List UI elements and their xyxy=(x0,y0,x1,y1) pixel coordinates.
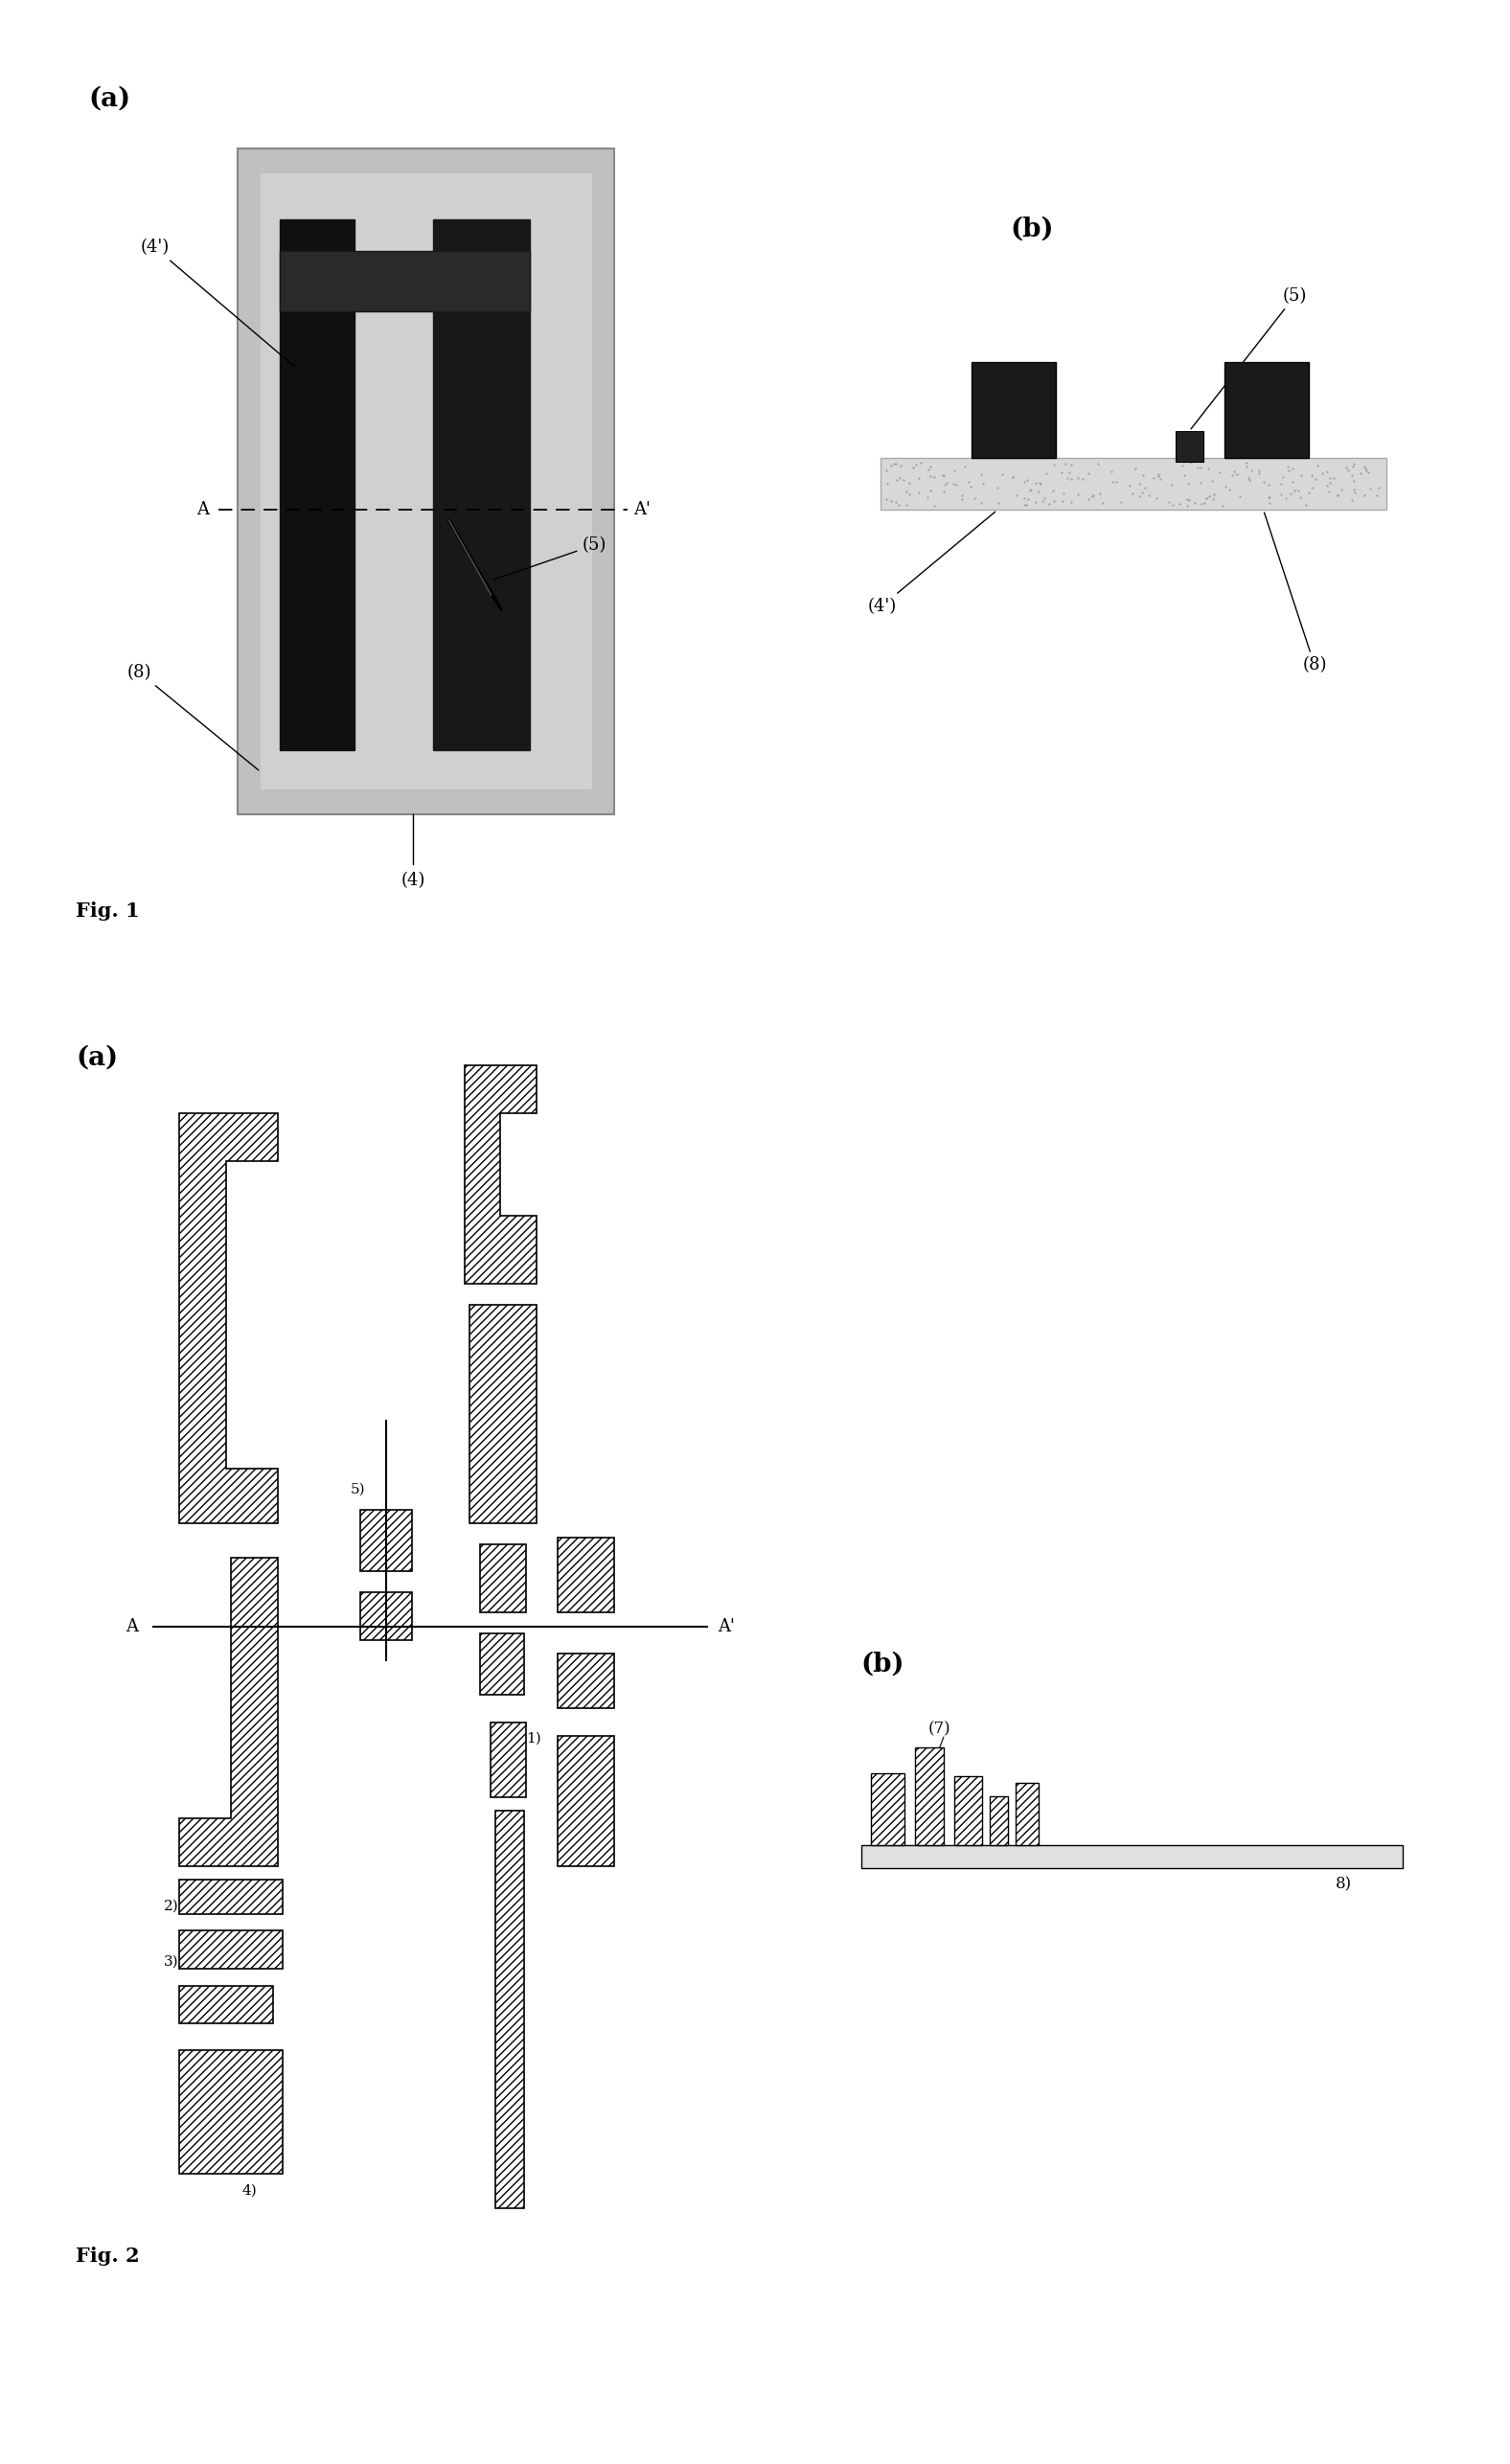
Bar xyxy=(557,1538,615,1611)
Text: (5): (5) xyxy=(494,537,607,579)
Bar xyxy=(279,251,530,310)
Bar xyxy=(180,2050,282,2173)
Bar xyxy=(871,1774,904,1846)
Bar xyxy=(971,362,1055,458)
Bar xyxy=(180,1986,273,2023)
Bar xyxy=(239,148,615,813)
Bar xyxy=(991,1796,1009,1846)
Text: 5): 5) xyxy=(350,1483,365,1496)
Polygon shape xyxy=(464,1064,536,1284)
Text: 6): 6) xyxy=(373,1557,388,1572)
Bar xyxy=(180,1932,282,1969)
Text: A: A xyxy=(196,500,208,517)
Text: 1): 1) xyxy=(527,1732,542,1745)
Text: 3): 3) xyxy=(165,1954,178,1969)
Bar xyxy=(261,172,592,788)
Text: (5): (5) xyxy=(1191,288,1308,429)
Text: Fig. 2: Fig. 2 xyxy=(76,2247,139,2267)
Text: 4): 4) xyxy=(242,2183,257,2198)
Bar xyxy=(557,1735,615,1865)
Bar xyxy=(1225,362,1309,458)
Bar xyxy=(954,1777,983,1846)
Text: (4'): (4') xyxy=(140,239,294,367)
Text: (b): (b) xyxy=(861,1651,904,1678)
Bar xyxy=(180,1880,282,1915)
Bar xyxy=(361,1510,412,1572)
Text: A': A' xyxy=(634,500,651,517)
Bar xyxy=(480,1545,527,1611)
Text: (8): (8) xyxy=(127,665,258,771)
Bar xyxy=(880,458,1386,510)
Bar xyxy=(1016,1784,1039,1846)
Polygon shape xyxy=(180,1114,278,1523)
Bar xyxy=(470,1303,536,1523)
Text: (7): (7) xyxy=(929,1722,951,1737)
Text: (8): (8) xyxy=(1264,513,1327,673)
Bar xyxy=(557,1653,615,1708)
Text: (4'): (4') xyxy=(867,513,995,614)
Bar xyxy=(915,1747,944,1846)
Text: A': A' xyxy=(717,1619,735,1634)
Polygon shape xyxy=(180,1557,278,1865)
Text: A: A xyxy=(125,1619,137,1634)
Text: (b): (b) xyxy=(1010,217,1054,241)
Bar xyxy=(361,1592,412,1641)
Bar xyxy=(480,1634,524,1695)
Bar xyxy=(279,219,355,752)
Text: 2): 2) xyxy=(165,1900,180,1912)
Bar xyxy=(491,1722,527,1796)
Text: 8): 8) xyxy=(1336,1875,1351,1892)
Text: (a): (a) xyxy=(76,1045,118,1072)
Bar xyxy=(861,1846,1403,1868)
Bar xyxy=(1176,431,1203,463)
Text: (4): (4) xyxy=(402,872,426,890)
Text: Fig. 1: Fig. 1 xyxy=(76,902,139,922)
Text: (a): (a) xyxy=(89,86,131,111)
Bar xyxy=(433,219,530,752)
Bar xyxy=(495,1811,524,2208)
